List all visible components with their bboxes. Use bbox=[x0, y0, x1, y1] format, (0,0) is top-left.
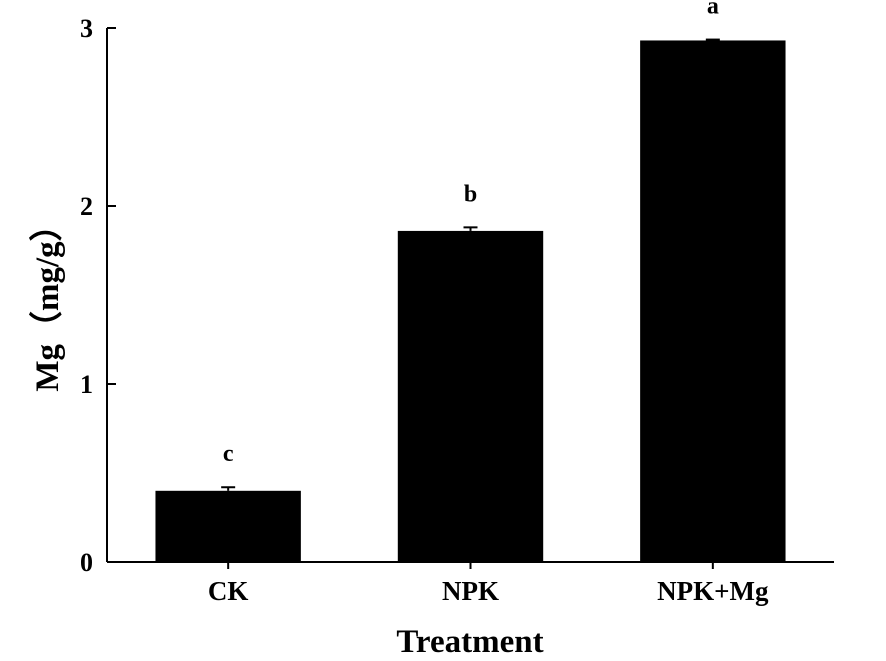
significance-letter: a bbox=[707, 0, 719, 20]
x-axis-title: Treatment bbox=[396, 624, 543, 660]
x-tick-label: NPK bbox=[442, 576, 499, 606]
significance-letter: c bbox=[223, 441, 234, 467]
bar-ck bbox=[155, 490, 301, 562]
y-tick-label: 3 bbox=[80, 14, 93, 43]
bar-npk bbox=[397, 230, 544, 563]
y-tick-label: 2 bbox=[80, 192, 93, 221]
y-axis-title: Mg（mg/g） bbox=[29, 208, 66, 391]
x-tick-labels: CK NPK NPK+Mg bbox=[208, 562, 769, 606]
error-bars bbox=[221, 38, 720, 491]
x-tick-label: NPK+Mg bbox=[657, 576, 769, 606]
bars bbox=[155, 40, 786, 563]
y-tick-label: 0 bbox=[80, 548, 93, 577]
significance-letter: b bbox=[464, 181, 477, 207]
x-tick-label: CK bbox=[208, 576, 249, 606]
bar-npk-mg bbox=[640, 40, 786, 562]
y-tick-label: 1 bbox=[80, 370, 93, 399]
significance-letters: c b a bbox=[223, 0, 719, 467]
y-ticks: 0 1 2 3 bbox=[80, 14, 116, 577]
